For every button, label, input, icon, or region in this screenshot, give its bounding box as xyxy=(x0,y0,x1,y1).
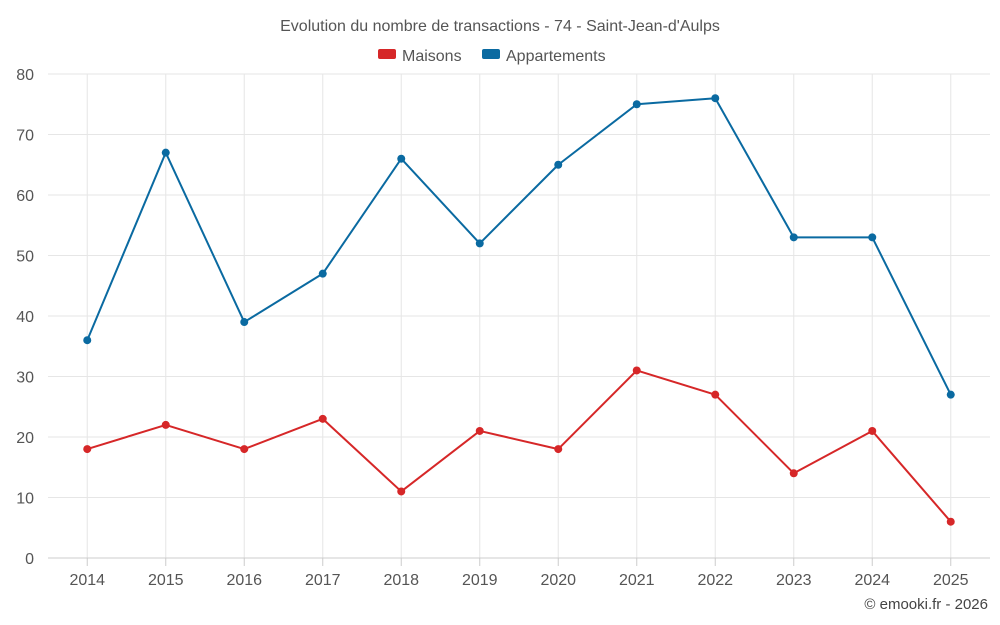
y-tick-label: 50 xyxy=(16,249,34,266)
data-point-maisons[interactable] xyxy=(554,445,563,454)
data-point-maisons[interactable] xyxy=(83,445,92,454)
data-point-maisons[interactable] xyxy=(868,426,877,435)
data-point-appartements[interactable] xyxy=(868,233,877,242)
data-point-appartements[interactable] xyxy=(711,94,720,103)
x-tick-label: 2014 xyxy=(69,572,105,589)
y-tick-label: 20 xyxy=(16,430,34,447)
y-tick-label: 30 xyxy=(16,370,34,387)
y-tick-label: 80 xyxy=(16,67,34,84)
data-point-appartements[interactable] xyxy=(83,336,92,345)
data-point-appartements[interactable] xyxy=(632,100,641,109)
credit-text: © emooki.fr - 2026 xyxy=(864,596,988,613)
grid xyxy=(48,73,990,558)
data-point-appartements[interactable] xyxy=(161,148,170,157)
x-tick-label: 2018 xyxy=(383,572,419,589)
x-tick-label: 2017 xyxy=(305,572,341,589)
series-layer xyxy=(83,94,955,526)
x-tick-label: 2019 xyxy=(462,572,498,589)
data-point-appartements[interactable] xyxy=(946,390,955,399)
y-tick-label: 60 xyxy=(16,188,34,205)
series-line-maisons xyxy=(86,369,952,523)
y-tick-label: 0 xyxy=(25,551,34,568)
data-point-maisons[interactable] xyxy=(946,517,955,526)
data-point-maisons[interactable] xyxy=(475,426,484,435)
data-point-maisons[interactable] xyxy=(318,414,327,423)
legend-label-maisons[interactable]: Maisons xyxy=(402,48,462,65)
chart-title: Evolution du nombre de transactions - 74… xyxy=(280,18,720,35)
legend: Maisons Appartements xyxy=(378,48,606,65)
y-tick-label: 70 xyxy=(16,128,34,145)
y-tick-label: 10 xyxy=(16,491,34,508)
x-tick-label: 2024 xyxy=(854,572,890,589)
y-tick-label: 40 xyxy=(16,309,34,326)
data-point-maisons[interactable] xyxy=(711,390,720,399)
x-tick-label: 2015 xyxy=(148,572,184,589)
x-tick-label: 2016 xyxy=(226,572,262,589)
x-tick-label: 2020 xyxy=(540,572,576,589)
legend-swatch-maisons[interactable] xyxy=(378,49,396,59)
data-point-appartements[interactable] xyxy=(318,269,327,278)
data-point-maisons[interactable] xyxy=(161,420,170,429)
x-tick-label: 2022 xyxy=(697,572,733,589)
data-point-maisons[interactable] xyxy=(240,445,249,454)
x-tick-label: 2023 xyxy=(776,572,812,589)
data-point-appartements[interactable] xyxy=(240,318,249,327)
data-point-appartements[interactable] xyxy=(475,239,484,248)
legend-swatch-appartements[interactable] xyxy=(482,49,500,59)
x-tick-label: 2021 xyxy=(619,572,655,589)
axes: 0 10 20 30 40 50 60 70 80 2014 2015 2016 2017 2018 201… xyxy=(16,67,990,589)
data-point-maisons[interactable] xyxy=(632,366,641,375)
data-point-appartements[interactable] xyxy=(789,233,798,242)
data-point-maisons[interactable] xyxy=(789,469,798,478)
series-line-appartements xyxy=(86,97,952,396)
data-point-appartements[interactable] xyxy=(554,160,563,169)
data-point-maisons[interactable] xyxy=(397,487,406,496)
data-point-appartements[interactable] xyxy=(397,154,406,163)
legend-label-appartements[interactable]: Appartements xyxy=(506,48,606,65)
x-tick-label: 2025 xyxy=(933,572,969,589)
